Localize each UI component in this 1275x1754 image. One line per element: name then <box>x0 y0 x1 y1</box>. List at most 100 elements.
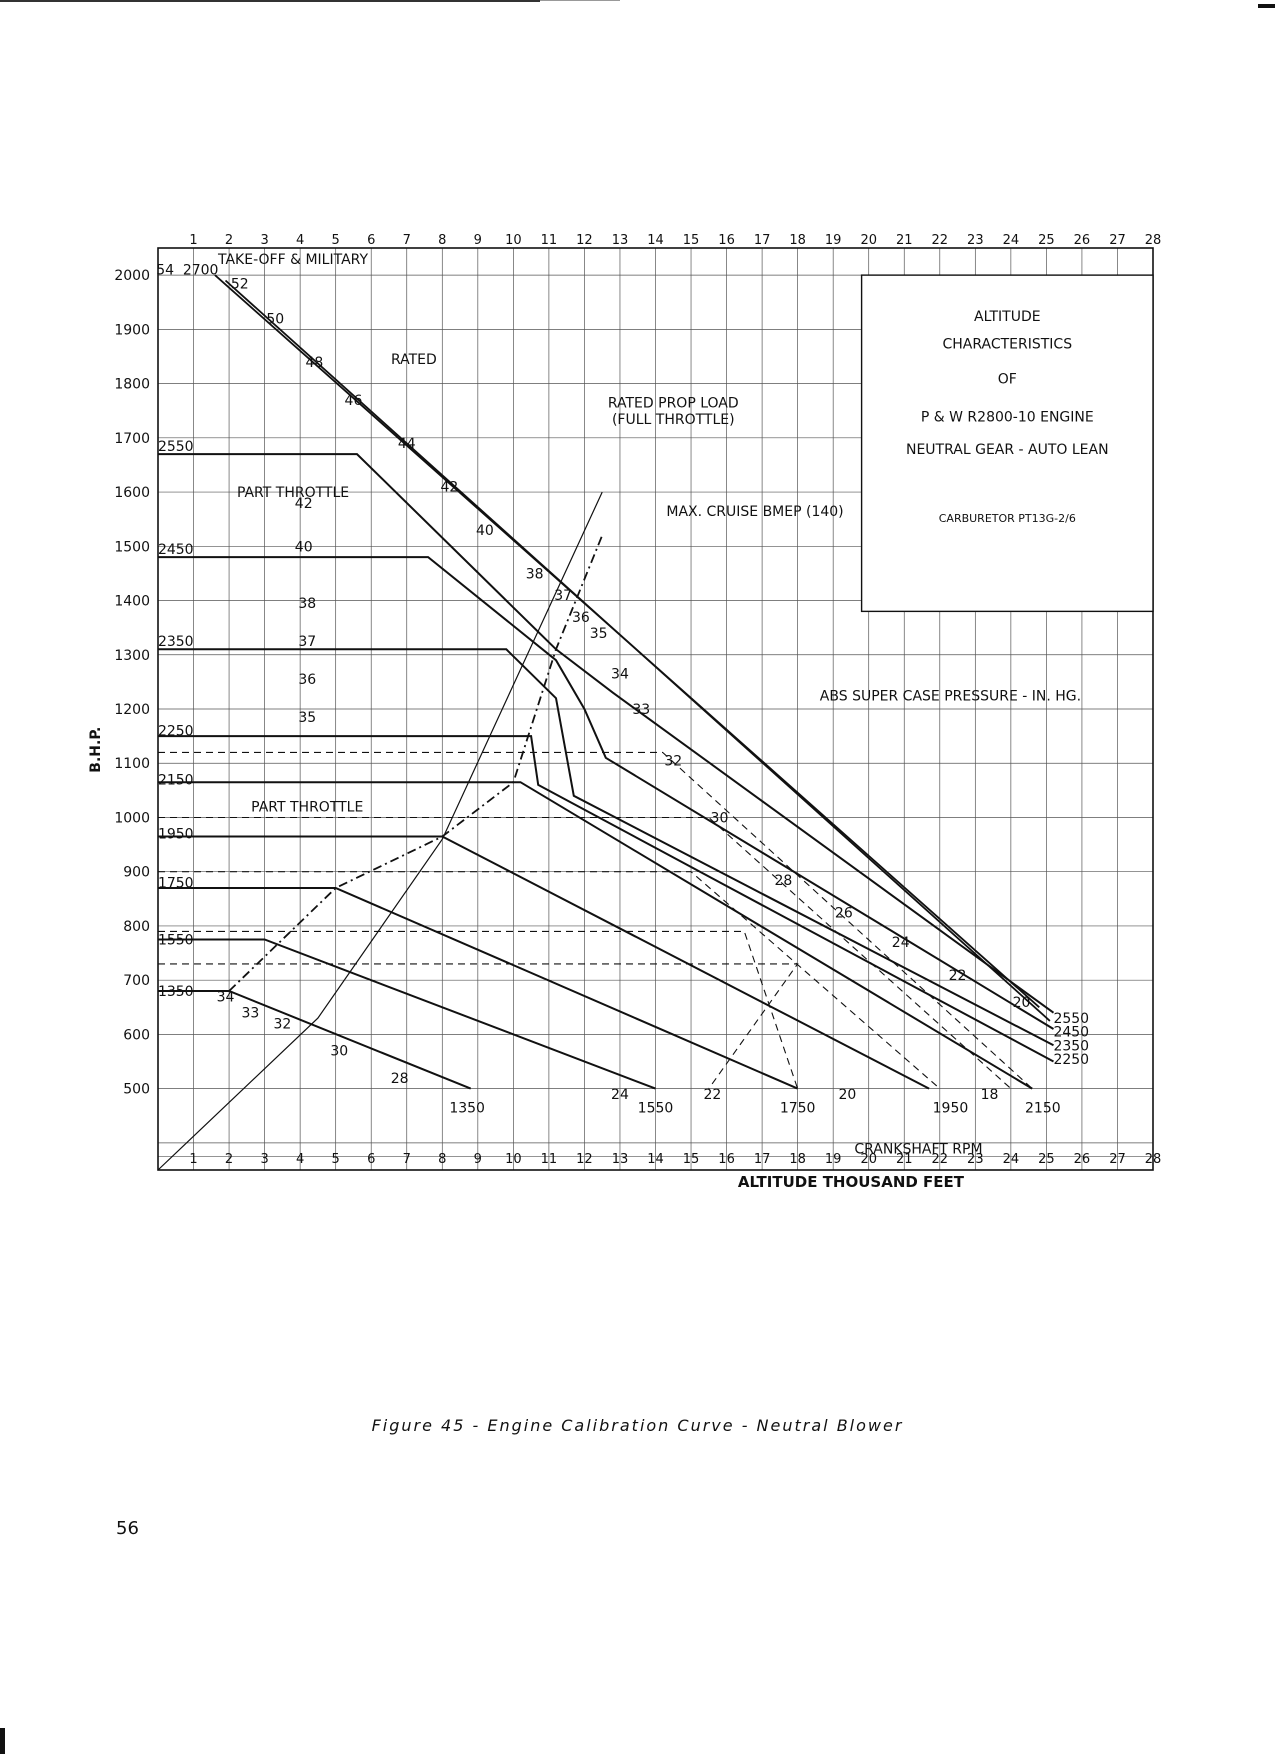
annotation-2: RATED PROP LOAD <box>608 396 739 412</box>
x-tick-label-top-23: 23 <box>967 233 984 248</box>
curve-label-17: 28 <box>775 873 793 889</box>
x-tick-label-top-19: 19 <box>825 233 842 248</box>
curve-label-11: 36 <box>572 610 590 626</box>
x-tick-label-top-20: 20 <box>860 233 877 248</box>
x-tick-label-bottom-27: 27 <box>1109 1152 1126 1167</box>
curve-label-13: 34 <box>611 667 629 683</box>
x-tick-label-top-14: 14 <box>647 233 664 248</box>
curve-label-51: 2550 <box>1053 1011 1089 1027</box>
curve-label-23: 40 <box>295 539 313 555</box>
rpm-line-1350 <box>158 990 472 1090</box>
top-rule-faint <box>540 0 620 1</box>
curve-label-33: 1950 <box>158 827 194 843</box>
curve-label-4: 48 <box>305 355 323 371</box>
y-tick-label-1700: 1700 <box>114 431 150 447</box>
y-tick-label-900: 900 <box>123 865 150 881</box>
curve-label-18: 26 <box>835 905 853 921</box>
annotation-6: PART THROTTLE <box>237 485 349 501</box>
y-tick-label-600: 600 <box>123 1027 150 1043</box>
rpm-line-1950 <box>158 835 930 1090</box>
curve-label-25: 37 <box>298 634 316 650</box>
curve-label-32: 2150 <box>158 773 194 789</box>
curve-label-24: 38 <box>298 596 316 612</box>
curve-label-50: 2150 <box>1025 1101 1061 1117</box>
x-tick-label-top-13: 13 <box>612 233 629 248</box>
x-tick-label-top-15: 15 <box>683 233 700 248</box>
curve-label-21: 20 <box>1013 995 1031 1011</box>
x-tick-label-bottom-5: 5 <box>332 1152 340 1167</box>
curve-label-47: 20 <box>838 1087 856 1103</box>
rpm-line-2150 <box>158 781 1033 1090</box>
x-tick-label-top-2: 2 <box>225 233 233 248</box>
x-tick-label-bottom-16: 16 <box>718 1152 735 1167</box>
title-line-1: CHARACTERISTICS <box>942 336 1072 352</box>
x-tick-label-bottom-25: 25 <box>1038 1152 1055 1167</box>
x-tick-label-top-6: 6 <box>367 233 375 248</box>
mp-line-24 <box>158 930 799 1089</box>
chart-subtitle: CARBURETOR PT13G-2/6 <box>939 512 1076 525</box>
x-tick-label-top-4: 4 <box>296 233 304 248</box>
y-tick-label-1900: 1900 <box>114 322 150 338</box>
curve-label-22: 42 <box>295 496 313 512</box>
title-line-2: OF <box>998 372 1017 388</box>
labels: 54 27005250484644424038373635343332302826… <box>156 252 1089 1157</box>
x-tick-label-bottom-12: 12 <box>576 1152 593 1167</box>
curve-label-29: 2450 <box>158 542 194 558</box>
x-tick-label-top-5: 5 <box>332 233 340 248</box>
x-tick-label-bottom-22: 22 <box>932 1152 949 1167</box>
x-tick-label-top-24: 24 <box>1003 233 1020 248</box>
mp-line-28 <box>158 871 941 1090</box>
x-tick-label-bottom-9: 9 <box>474 1152 482 1167</box>
curve-label-14: 33 <box>632 702 650 718</box>
mp-line-30 <box>158 816 1012 1090</box>
scan-mark-bottom-left <box>0 1728 5 1754</box>
x-tick-label-top-25: 25 <box>1038 233 1055 248</box>
annotation-4: MAX. CRUISE BMEP (140) <box>666 504 843 520</box>
x-tick-label-bottom-8: 8 <box>438 1152 446 1167</box>
x-tick-label-bottom-19: 19 <box>825 1152 842 1167</box>
axes: 1122334455667788991010111112121313141415… <box>88 233 1161 1191</box>
x-tick-label-bottom-15: 15 <box>683 1152 700 1167</box>
y-tick-label-800: 800 <box>123 919 150 935</box>
curve-label-52: 2450 <box>1053 1025 1089 1041</box>
curve-label-6: 44 <box>398 436 416 452</box>
title-line-3: P & W R2800-10 ENGINE <box>921 410 1094 426</box>
x-tick-label-top-8: 8 <box>438 233 446 248</box>
x-tick-label-top-27: 27 <box>1109 233 1126 248</box>
curve-label-54: 2250 <box>1053 1052 1089 1068</box>
page-number: 56 <box>116 1518 139 1539</box>
x-tick-label-bottom-23: 23 <box>967 1152 984 1167</box>
title-line-0: ALTITUDE <box>974 309 1041 325</box>
mp-line-32 <box>158 751 1033 1090</box>
x-tick-label-top-22: 22 <box>932 233 949 248</box>
x-tick-label-bottom-4: 4 <box>296 1152 304 1167</box>
series-line-1 <box>224 279 1051 1022</box>
curve-label-10: 37 <box>554 588 572 604</box>
curve-label-7: 42 <box>440 480 458 496</box>
annotation-7: PART THROTTLE <box>251 800 363 816</box>
curve-label-35: 1550 <box>158 933 194 949</box>
title-line-4: NEUTRAL GEAR - AUTO LEAN <box>906 442 1109 458</box>
curve-label-16: 30 <box>711 810 729 826</box>
y-tick-label-1800: 1800 <box>114 377 150 393</box>
rpm-line-2350 <box>158 648 1054 1047</box>
rpm-line-2250 <box>158 735 1054 1063</box>
series-line-2 <box>157 491 603 1171</box>
curve-label-8: 40 <box>476 523 494 539</box>
x-tick-label-top-9: 9 <box>474 233 482 248</box>
x-tick-label-top-11: 11 <box>541 233 558 248</box>
curves <box>157 274 1055 1171</box>
curve-label-9: 38 <box>526 566 544 582</box>
title-box: ALTITUDE CHARACTERISTICS OF P & W R2800-10 … <box>860 274 1154 613</box>
y-tick-label-700: 700 <box>123 973 150 989</box>
x-tick-label-bottom-14: 14 <box>647 1152 664 1167</box>
y-tick-label-1200: 1200 <box>114 702 150 718</box>
y-tick-label-1500: 1500 <box>114 539 150 555</box>
curve-label-28: 2550 <box>158 439 194 455</box>
top-rule <box>0 0 540 2</box>
curve-label-19: 24 <box>892 935 910 951</box>
curve-label-42: 1350 <box>449 1101 485 1117</box>
x-tick-label-top-3: 3 <box>260 233 268 248</box>
curve-label-46: 1750 <box>780 1101 816 1117</box>
x-tick-label-top-17: 17 <box>754 233 771 248</box>
